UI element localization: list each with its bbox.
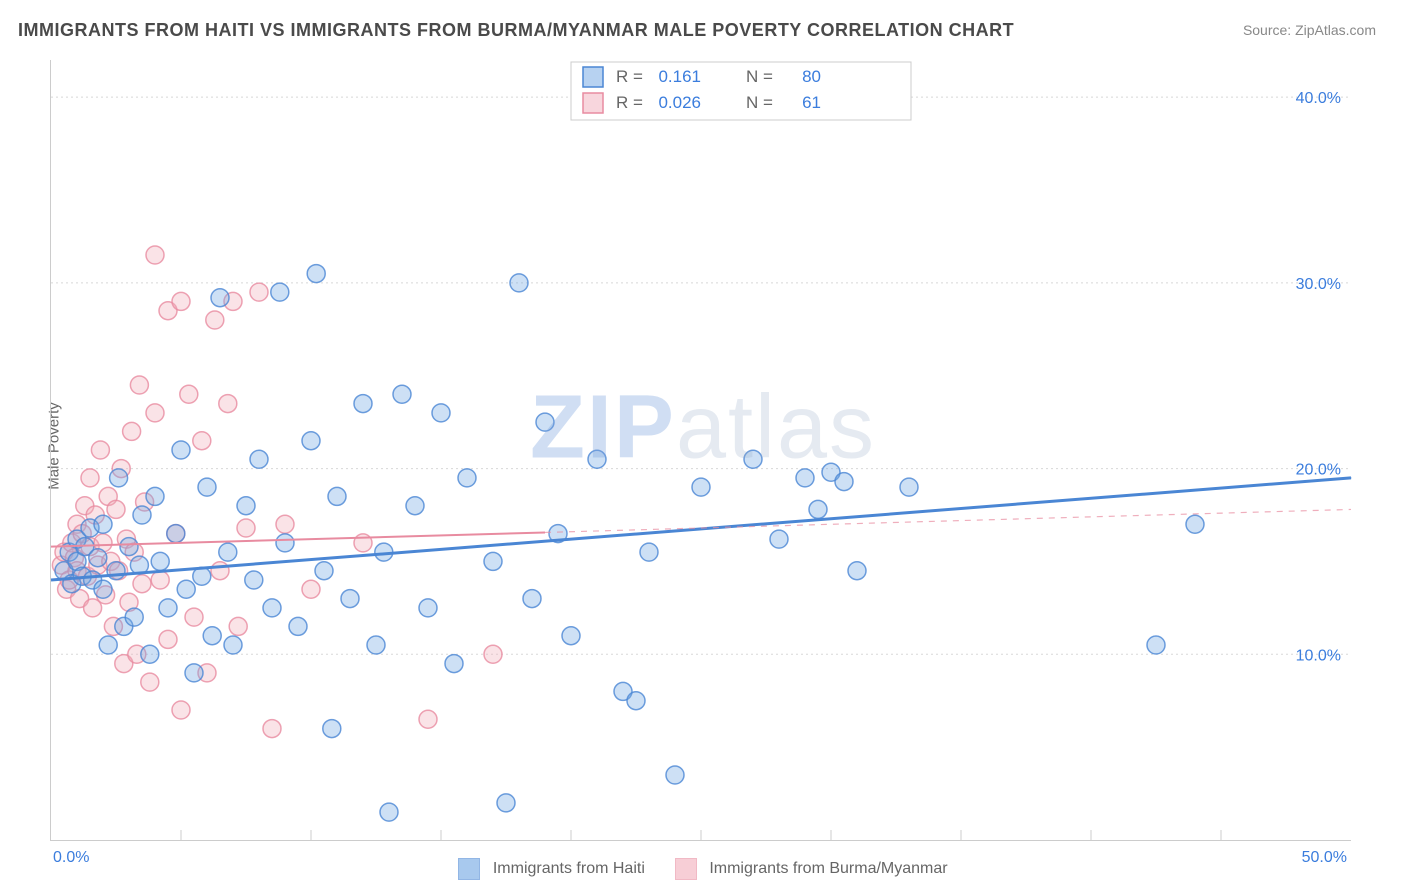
svg-text:61: 61 [802, 93, 821, 112]
chart-title: IMMIGRANTS FROM HAITI VS IMMIGRANTS FROM… [18, 20, 1014, 41]
svg-text:20.0%: 20.0% [1296, 462, 1341, 479]
legend-swatch-haiti [458, 858, 480, 880]
svg-text:R =: R = [616, 93, 643, 112]
svg-text:R =: R = [616, 67, 643, 86]
svg-text:0.161: 0.161 [658, 67, 701, 86]
legend-label-burma: Immigrants from Burma/Myanmar [709, 860, 947, 877]
svg-text:30.0%: 30.0% [1296, 276, 1341, 293]
svg-text:80: 80 [802, 67, 821, 86]
svg-text:40.0%: 40.0% [1296, 90, 1341, 107]
legend-item-haiti: Immigrants from Haiti [458, 858, 644, 880]
legend-label-haiti: Immigrants from Haiti [493, 860, 645, 877]
legend-item-burma: Immigrants from Burma/Myanmar [675, 858, 948, 880]
svg-text:N =: N = [746, 93, 773, 112]
source-attribution: Source: ZipAtlas.com [1243, 22, 1376, 38]
scatter-plot: 10.0%20.0%30.0%40.0%0.0%50.0%R =0.161N =… [50, 60, 1351, 841]
svg-text:N =: N = [746, 67, 773, 86]
legend-swatch-burma [675, 858, 697, 880]
svg-text:0.026: 0.026 [658, 93, 701, 112]
svg-text:10.0%: 10.0% [1296, 647, 1341, 664]
bottom-legend: Immigrants from Haiti Immigrants from Bu… [0, 858, 1406, 880]
